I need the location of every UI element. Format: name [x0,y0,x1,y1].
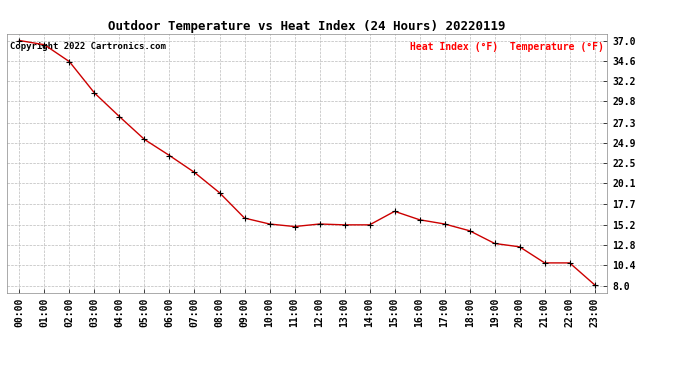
Text: Copyright 2022 Cartronics.com: Copyright 2022 Cartronics.com [10,42,166,51]
Text: Heat Index (°F)  Temperature (°F): Heat Index (°F) Temperature (°F) [411,42,604,51]
Title: Outdoor Temperature vs Heat Index (24 Hours) 20220119: Outdoor Temperature vs Heat Index (24 Ho… [108,20,506,33]
